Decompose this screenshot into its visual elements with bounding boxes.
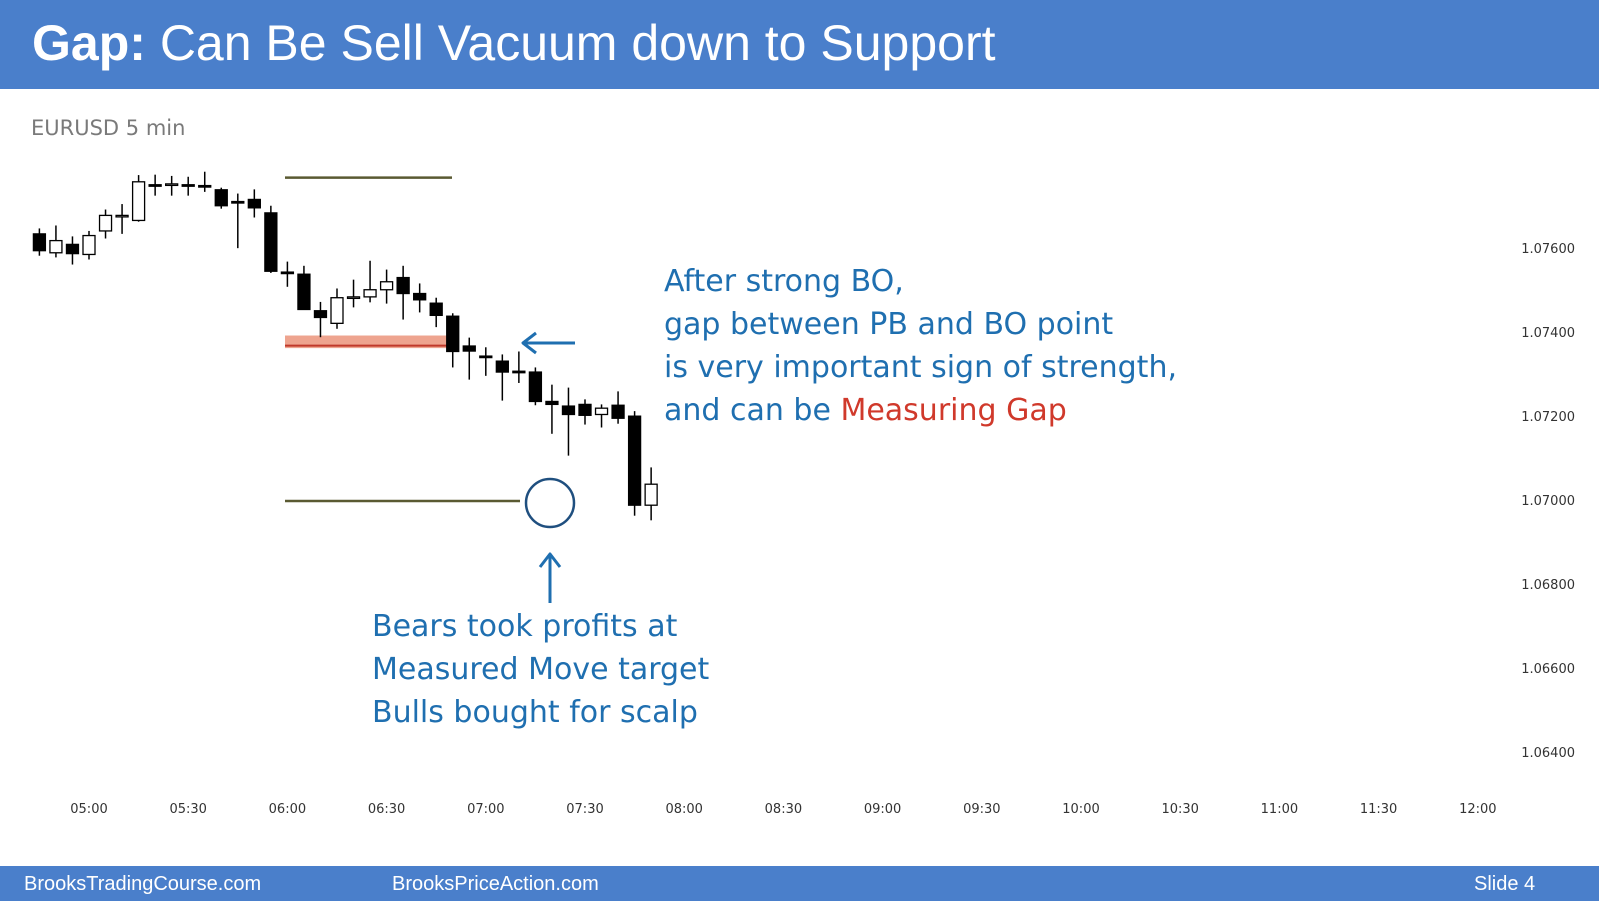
x-tick-label: 06:30	[368, 802, 405, 817]
measuring-gap-highlight: Measuring Gap	[840, 393, 1067, 428]
slide-number: Slide 4	[1474, 873, 1536, 895]
bear-candle	[264, 212, 278, 272]
y-tick-label: 1.07000	[1521, 494, 1575, 509]
bull-candle	[165, 183, 179, 187]
x-tick-label: 11:00	[1261, 802, 1298, 817]
bear-candle	[247, 198, 261, 209]
x-tick-label: 08:30	[765, 802, 802, 817]
bear-candle	[313, 310, 328, 319]
bear-candle	[578, 403, 592, 416]
x-tick-label: 12:00	[1459, 802, 1496, 817]
annotation-bottom: Bears took profits at Measured Move targ…	[372, 605, 709, 734]
bear-candle	[32, 233, 47, 252]
x-tick-label: 08:00	[665, 802, 702, 817]
bull-candle	[131, 181, 146, 222]
bear-candle	[512, 370, 526, 374]
x-tick-label: 10:00	[1062, 802, 1099, 817]
bear-candle	[611, 404, 625, 419]
bear-candle	[495, 360, 509, 373]
bear-candle	[65, 243, 80, 255]
bull-candle	[594, 407, 609, 416]
bear-candle	[561, 405, 576, 416]
x-tick-label: 11:30	[1360, 802, 1397, 817]
y-tick-label: 1.07600	[1521, 242, 1575, 257]
x-tick-label: 05:30	[169, 802, 206, 817]
y-tick-label: 1.07400	[1521, 326, 1575, 341]
bull-candle	[346, 296, 361, 300]
bull-candle	[379, 281, 394, 291]
y-tick-label: 1.06800	[1521, 578, 1575, 593]
bull-candle	[363, 289, 377, 298]
annotation-right: After strong BO, gap between PB and BO p…	[664, 260, 1177, 432]
bear-candle	[231, 200, 245, 204]
annotation-right-prefix: and can be	[664, 393, 841, 428]
bull-candle	[330, 297, 344, 324]
x-tick-label: 06:00	[269, 802, 306, 817]
bear-candle	[214, 189, 228, 207]
bull-candle	[82, 234, 96, 256]
slide-title: Gap: Can Be Sell Vacuum down to Support	[32, 14, 995, 72]
bear-candle	[280, 271, 295, 275]
y-tick-label: 1.07200	[1521, 410, 1575, 425]
annotation-right-line-1: After strong BO,	[664, 264, 904, 299]
footer-center-link[interactable]: BrooksPriceAction.com	[392, 873, 599, 895]
annotation-bottom-line-2: Measured Move target	[372, 652, 710, 687]
bull-candle	[115, 214, 129, 218]
x-tick-label: 07:30	[566, 802, 603, 817]
annotation-right-line-3: is very important sign of strength,	[664, 350, 1177, 385]
footer-bar: BrooksTradingCourse.com BrooksPriceActio…	[0, 866, 1599, 901]
bull-candle	[49, 239, 63, 254]
bull-candle	[98, 214, 113, 232]
bull-candle	[644, 483, 658, 506]
x-tick-label: 07:00	[467, 802, 504, 817]
y-tick-label: 1.06600	[1521, 662, 1575, 677]
bear-candle	[413, 292, 427, 301]
bear-candle	[429, 302, 443, 317]
annotation-right-line-2: gap between PB and BO point	[664, 307, 1114, 342]
bear-candle	[462, 345, 476, 352]
slide-title-bold: Gap:	[32, 15, 146, 71]
footer-left-link[interactable]: BrooksTradingCourse.com	[24, 873, 262, 895]
up-arrow-head	[538, 552, 562, 568]
bear-candle	[545, 400, 559, 406]
symbol-label: EURUSD 5 min	[31, 116, 186, 140]
y-tick-label: 1.06400	[1521, 746, 1575, 761]
title-bar: Gap: Can Be Sell Vacuum down to Support	[0, 0, 1599, 89]
target-circle-marker	[524, 477, 576, 529]
bear-candle	[148, 184, 162, 187]
annotation-right-line-4: and can be Measuring Gap	[664, 389, 1177, 432]
left-arrow-head	[521, 331, 537, 355]
candlestick-chart: 1.07600 1.07400 1.07200 1.07000 1.06800 1.066…	[32, 171, 1575, 817]
bear-candle	[627, 415, 642, 506]
x-tick-label: 10:30	[1161, 802, 1198, 817]
bear-candle	[479, 355, 493, 359]
bear-candle	[396, 276, 410, 295]
annotation-bottom-line-3: Bulls bought for scalp	[372, 695, 698, 730]
bear-candle	[446, 315, 460, 353]
bear-candle	[181, 184, 195, 187]
x-tick-label: 09:00	[864, 802, 901, 817]
x-tick-label: 09:30	[963, 802, 1000, 817]
slide-title-rest: Can Be Sell Vacuum down to Support	[159, 15, 996, 71]
bear-candle	[297, 273, 311, 311]
bear-candle	[528, 371, 543, 403]
annotation-bottom-line-1: Bears took profits at	[372, 609, 678, 644]
bear-candle	[198, 184, 212, 188]
x-tick-label: 05:00	[70, 802, 107, 817]
